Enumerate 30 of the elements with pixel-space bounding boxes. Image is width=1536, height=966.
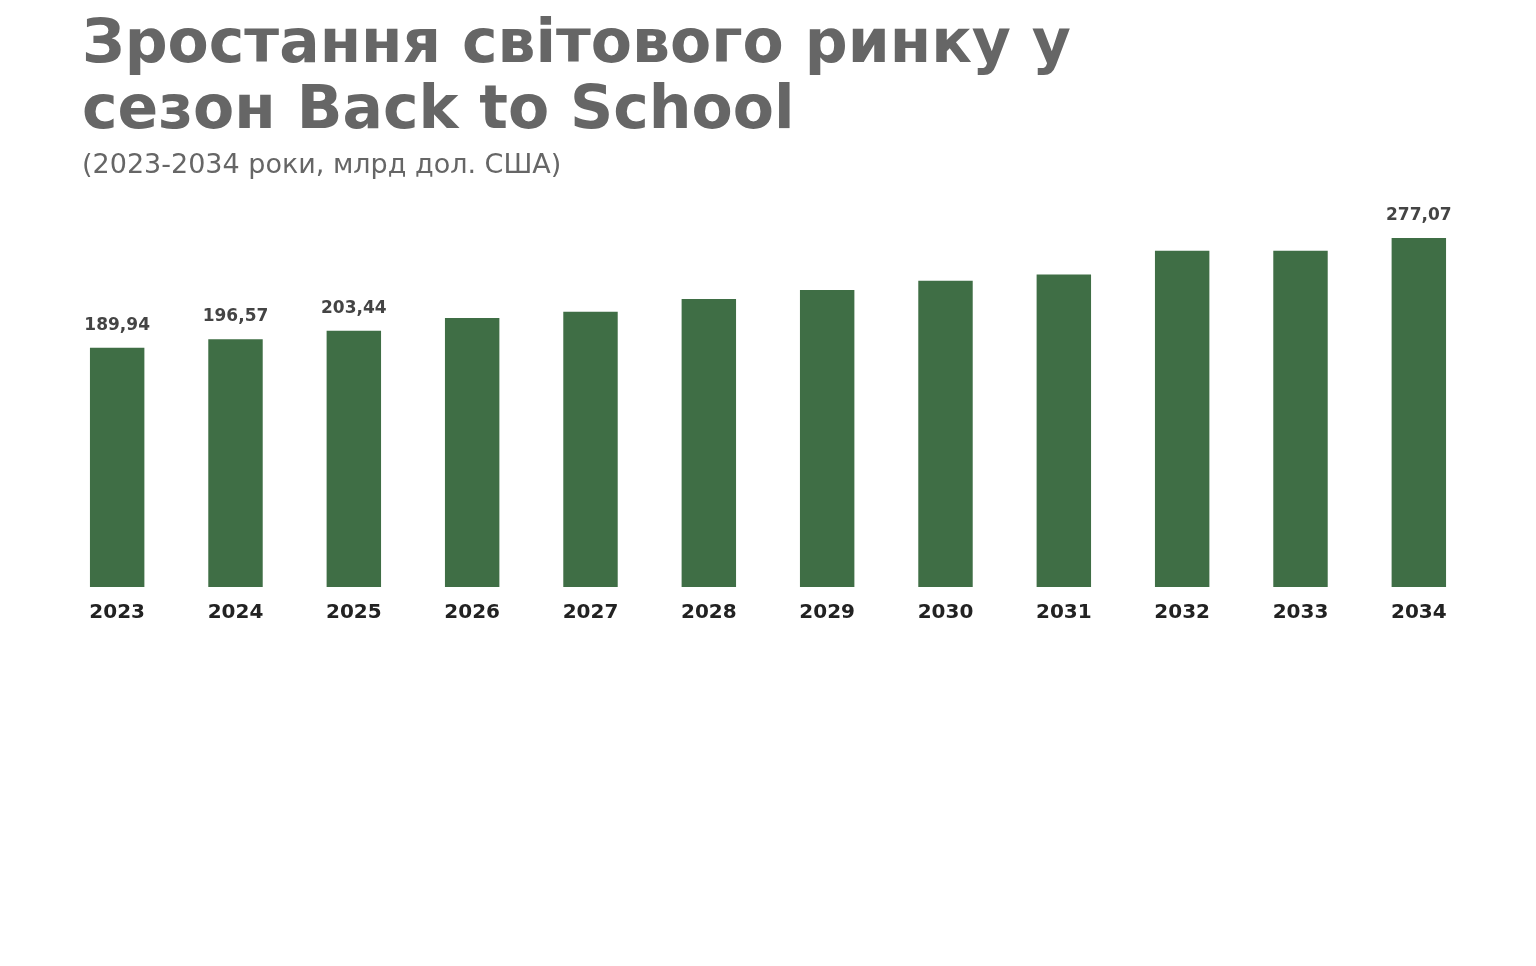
x-tick-label: 2031 (1036, 599, 1092, 624)
bar (208, 339, 263, 587)
x-tick-label: 2028 (681, 599, 737, 624)
x-tick-label: 2030 (917, 599, 974, 624)
bar (1036, 274, 1092, 587)
x-tick-label: 2023 (89, 599, 145, 624)
x-tick-label: 2034 (1391, 599, 1447, 624)
bar (799, 289, 855, 587)
x-tick-label: 2032 (1154, 599, 1210, 624)
bar (444, 317, 500, 587)
chart-subtitle: (2023-2034 роки, млрд дол. США) (82, 148, 563, 179)
chart-title: Зростання світового ринку у сезон Back to School (82, 6, 1072, 142)
data-label: 203,44 (321, 296, 387, 317)
bar (1273, 250, 1328, 587)
bar (563, 311, 618, 587)
x-tick-label: 2026 (444, 599, 500, 624)
bar (89, 347, 145, 587)
bar (1154, 250, 1210, 587)
x-tick-label: 2033 (1272, 599, 1329, 624)
bar (1391, 237, 1447, 587)
x-tick-label: 2024 (207, 599, 264, 624)
x-tick-label: 2027 (562, 599, 619, 624)
x-tick-label: 2025 (326, 599, 382, 624)
data-label: 277,07 (1386, 203, 1452, 224)
data-label: 189,94 (84, 313, 151, 334)
bar (326, 330, 382, 587)
bar (918, 280, 973, 587)
x-tick-label: 2029 (799, 599, 855, 624)
bar (681, 298, 737, 587)
data-label: 196,57 (202, 305, 269, 326)
